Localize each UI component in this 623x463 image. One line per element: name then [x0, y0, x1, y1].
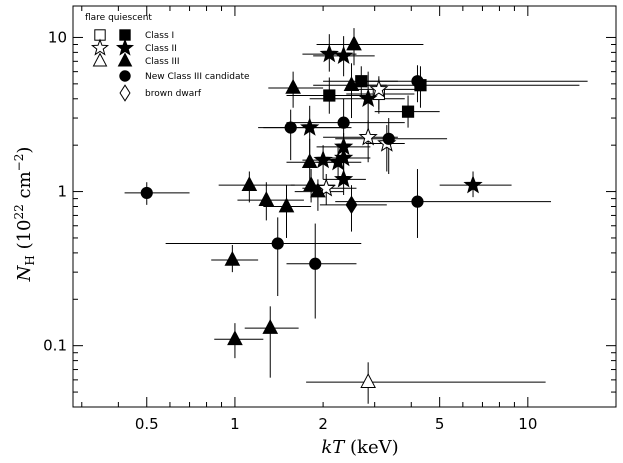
new-class-iii-candidate-point: [284, 121, 297, 134]
x-tick-label: 0.5: [135, 415, 159, 433]
x-tick-label: 10: [518, 415, 537, 433]
class-ii-point: [463, 175, 483, 194]
class-ii-point: [319, 43, 339, 63]
y-tick-label: 1: [57, 183, 67, 201]
new-class-iii-candidate-point: [309, 257, 322, 270]
class-iii-point: [224, 250, 241, 266]
class-iii-point: [258, 191, 275, 206]
class-iii-point: [278, 197, 295, 213]
legend-label: New Class III candidate: [145, 72, 250, 82]
legend-header: flare quiescent: [85, 13, 152, 23]
class-iii-point: [262, 319, 279, 334]
tick-labels: 0.5 1 2 5 10 0.1 1 10: [43, 28, 537, 433]
x-tick-label: 1: [230, 415, 240, 433]
brown-dwarf-point: [345, 195, 358, 215]
class-ii-point: [334, 169, 354, 188]
class-ii-point: [358, 127, 378, 146]
class-ii-point: [334, 45, 354, 65]
y-tick-label: 0.1: [43, 337, 67, 355]
new-class-iii-candidate-point: [140, 186, 153, 200]
legend-class-ii-quiescent-marker: [115, 38, 135, 56]
class-iii-point: [285, 78, 301, 94]
class-i-point: [355, 75, 368, 88]
class-iii-point: [360, 373, 376, 388]
legend-class-iii-flare-marker: [92, 52, 108, 67]
class-iii-point: [301, 153, 318, 169]
class-iii-point: [303, 176, 319, 192]
x-tick-label: 5: [435, 415, 445, 433]
class-iii-point: [346, 35, 362, 51]
new-class-iii-candidate-point: [271, 237, 284, 250]
class-ii-point: [316, 178, 336, 197]
legend-new-class-iii-candidate-marker: [119, 70, 131, 82]
legend-class-ii-flare-marker: [90, 38, 110, 56]
class-ii-point: [369, 79, 389, 98]
class-i-point: [323, 89, 336, 102]
data-markers: [140, 35, 483, 388]
legend-label: Class I: [145, 31, 174, 41]
legend-label: brown dwarf: [145, 89, 202, 99]
class-iii-point: [310, 182, 326, 198]
class-ii-point: [313, 150, 333, 169]
class-ii-point: [334, 147, 354, 167]
legend-label: Class II: [145, 44, 177, 54]
legend-label: Class III: [145, 57, 180, 67]
axis-ticks: [73, 6, 617, 408]
legend-brown-dwarf-marker: [119, 84, 131, 102]
new-class-iii-candidate-point: [382, 132, 395, 145]
class-iii-point: [241, 176, 258, 192]
y-tick-label: 10: [48, 28, 67, 46]
legend-class-iii-quiescent-marker: [117, 52, 133, 67]
y-axis-label: NH (1022 cm−2): [12, 147, 37, 283]
class-i-point: [401, 105, 415, 118]
new-class-iii-candidate-point: [411, 75, 424, 88]
x-tick-label: 2: [318, 415, 328, 433]
class-ii-point: [300, 117, 320, 136]
x-axis-label: kT (keV): [321, 437, 398, 458]
class-iii-point: [227, 330, 243, 346]
class-iii-point: [343, 76, 360, 92]
new-class-iii-candidate-point: [411, 195, 424, 208]
new-class-iii-candidate-point: [337, 116, 350, 129]
legend: flare quiescent Class I Class II Class III N…: [85, 13, 250, 102]
